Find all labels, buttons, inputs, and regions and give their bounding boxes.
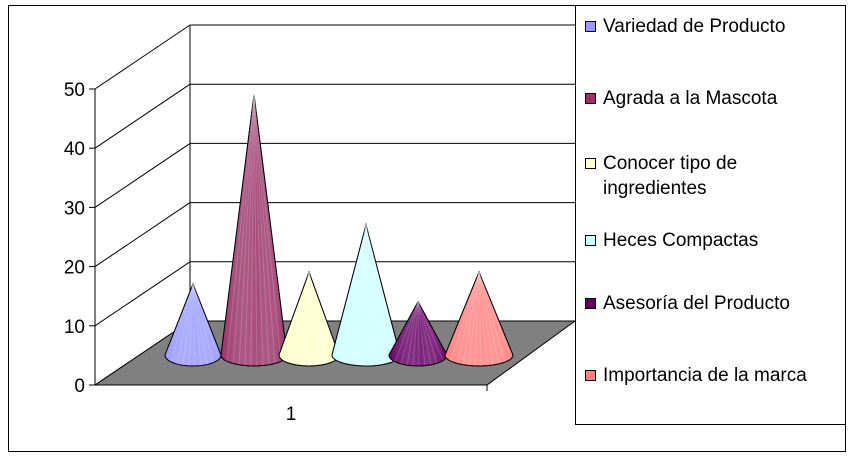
legend-label: Heces Compactas <box>603 230 759 251</box>
cone-conocer-tipo-de-ingredientes <box>278 270 340 367</box>
legend-swatch <box>585 298 596 309</box>
legend: Variedad de Producto Agrada a la Mascota C… <box>575 5 846 425</box>
cone-heces-compactas <box>331 222 401 367</box>
gridline-side <box>94 202 191 268</box>
y-tick-label: 0 <box>74 376 85 397</box>
gridline-side <box>94 24 191 90</box>
y-tick-label: 30 <box>64 198 85 219</box>
cone-asesor-a-del-producto <box>388 300 448 367</box>
gridline-side <box>94 261 191 327</box>
legend-label: Conocer tipo de ingredientes <box>603 153 738 199</box>
cone-series <box>164 94 514 367</box>
legend-label: Asesoría del Producto <box>603 293 790 314</box>
cone-variedad-de-producto <box>164 282 222 367</box>
x-tick-label: 1 <box>286 404 297 425</box>
y-tick-label: 10 <box>64 317 85 338</box>
y-tick-label: 20 <box>64 258 85 279</box>
legend-swatch <box>585 21 596 32</box>
legend-label: Agrada a la Mascota <box>603 88 778 109</box>
legend-swatch <box>585 158 596 169</box>
cone-agrada-a-la-mascota <box>220 94 288 367</box>
legend-swatch <box>585 370 596 381</box>
legend-swatch <box>585 93 596 104</box>
gridline-side <box>94 83 191 149</box>
legend-label: Importancia de la marca <box>603 365 807 386</box>
y-tick-label: 40 <box>64 139 85 160</box>
legend-label: Variedad de Producto <box>603 16 786 37</box>
value-axis: 0 10 20 30 40 50 <box>64 80 487 397</box>
legend-swatch <box>585 235 596 246</box>
gridline-side <box>94 142 191 208</box>
chart-walls <box>95 25 190 385</box>
cone-importancia-de-la-marca <box>444 270 514 367</box>
y-tick-label: 50 <box>64 80 85 101</box>
category-axis: 1 <box>286 385 488 425</box>
